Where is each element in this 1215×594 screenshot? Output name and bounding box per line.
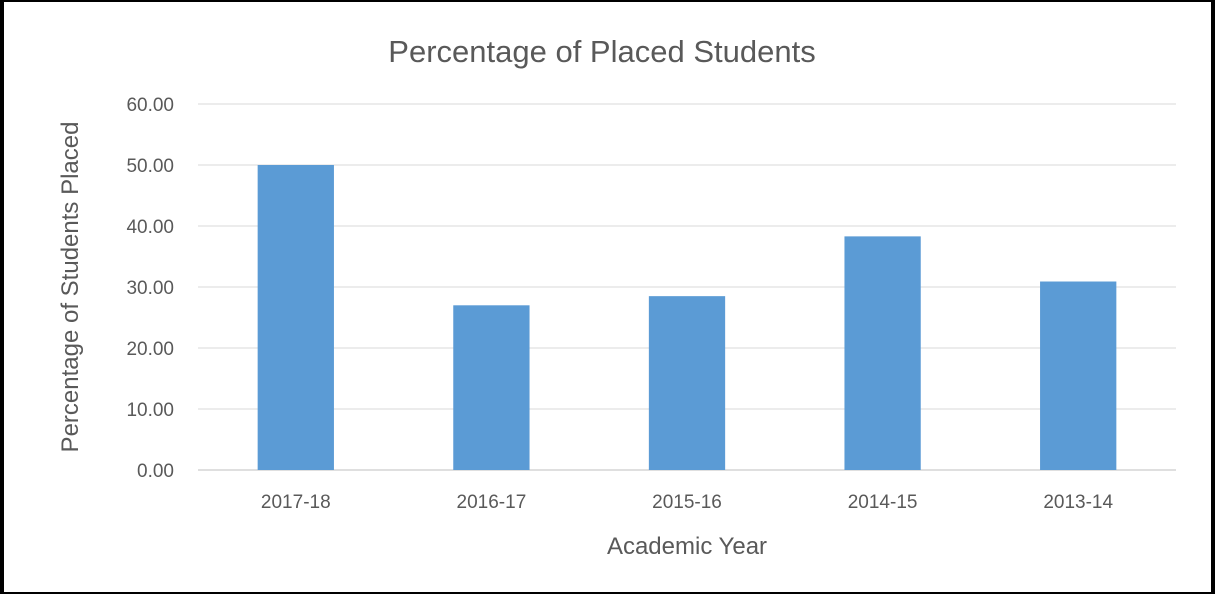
bar [453,305,530,470]
y-tick-label: 0.00 [137,461,174,482]
y-tick-label: 30.00 [126,278,174,299]
bar [1040,281,1117,470]
bar [648,296,726,470]
y-tick-label: 20.00 [126,339,174,360]
y-tick-label: 40.00 [126,217,174,238]
y-axis-ticks: 0.00 10.00 20.00 30.00 40.00 50.00 60.00 [126,95,174,482]
y-tick-label: 50.00 [126,156,174,177]
x-tick-label: 2016-17 [457,492,527,513]
bars [257,165,1117,470]
bar [844,236,921,470]
x-tick-label: 2013-14 [1043,492,1113,513]
x-tick-label: 2014-15 [848,492,918,513]
bar [257,165,334,470]
y-axis-label: Percentage of Students Placed [57,122,84,453]
x-axis-ticks: 2017-18 2016-17 2015-16 2014-15 2013-14 [261,492,1114,513]
chart-title: Percentage of Placed Students [388,34,815,69]
gridlines [198,103,1176,471]
x-axis-label: Academic Year [607,533,767,560]
y-tick-label: 10.00 [126,400,174,421]
x-tick-label: 2015-16 [652,492,722,513]
y-tick-label: 60.00 [126,95,174,116]
x-tick-label: 2017-18 [261,492,331,513]
